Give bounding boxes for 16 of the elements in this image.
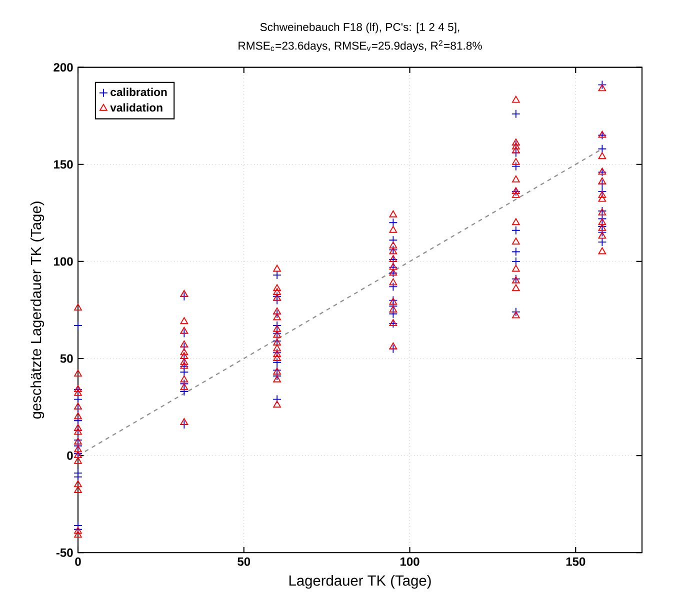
x-tick-label: 0 (75, 557, 81, 566)
y-tick-label: 50 (60, 354, 73, 363)
legend-label: validation (110, 103, 162, 112)
y-tick-label: 200 (54, 63, 73, 72)
y-tick-label: 100 (54, 257, 73, 266)
legend-label: calibration (110, 88, 167, 96)
y-tick-label: 0 (67, 451, 73, 460)
chart-subtitle: RMSE$_{c}$=23.6days, RMSE$_{v}$=25.9days, R$^{2}$=81.8% (238, 40, 482, 52)
y-axis-title: geschätzte Lagerdauer TK (Tage) (30, 202, 44, 419)
chart-title: Schweinebauch F18 (lf), PC's: [1 2 4 5], (260, 22, 460, 34)
x-axis-title: Lagerdauer TK (Tage) (289, 575, 431, 589)
x-tick-label: 150 (566, 557, 586, 566)
x-tick-label: 50 (238, 557, 250, 566)
y-tick-label: -50 (56, 548, 73, 557)
y-tick-label: 150 (54, 160, 73, 169)
x-tick-label: 100 (400, 557, 420, 566)
